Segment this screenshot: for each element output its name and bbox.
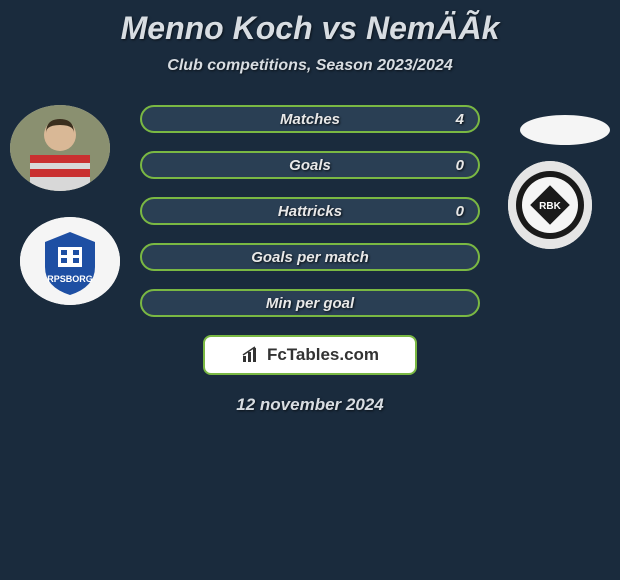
stat-label: Min per goal bbox=[266, 295, 354, 312]
stat-bar-goals-per-match: Goals per match bbox=[140, 243, 480, 271]
stat-label: Matches bbox=[280, 111, 340, 128]
stat-bar-goals: Goals 0 bbox=[140, 151, 480, 179]
stat-bar-min-per-goal: Min per goal bbox=[140, 289, 480, 317]
page-title: Menno Koch vs NemÄÃ­k bbox=[0, 0, 620, 47]
stat-value: 0 bbox=[456, 203, 464, 220]
stat-bars: Matches 4 Goals 0 Hattricks 0 Goals per … bbox=[140, 105, 480, 317]
stat-bar-matches: Matches 4 bbox=[140, 105, 480, 133]
svg-text:RPSBORG: RPSBORG bbox=[47, 274, 93, 284]
club-left-logo: RPSBORG bbox=[20, 217, 120, 305]
player-left-avatar bbox=[10, 105, 110, 191]
player-right-avatar bbox=[520, 115, 610, 145]
attribution-text: FcTables.com bbox=[267, 345, 379, 365]
stat-label: Goals per match bbox=[251, 249, 369, 266]
date-text: 12 november 2024 bbox=[0, 395, 620, 415]
club-right-logo: RBK bbox=[508, 161, 592, 249]
stat-bar-hattricks: Hattricks 0 bbox=[140, 197, 480, 225]
svg-text:RBK: RBK bbox=[539, 201, 561, 212]
attribution-box: FcTables.com bbox=[203, 335, 417, 375]
stat-value: 0 bbox=[456, 157, 464, 174]
chart-icon bbox=[241, 346, 263, 364]
subtitle: Club competitions, Season 2023/2024 bbox=[0, 57, 620, 75]
comparison-panel: RPSBORG RBK Matches 4 Goals 0 Hattricks … bbox=[0, 105, 620, 415]
stat-value: 4 bbox=[456, 111, 464, 128]
stat-label: Hattricks bbox=[278, 203, 342, 220]
stat-label: Goals bbox=[289, 157, 331, 174]
